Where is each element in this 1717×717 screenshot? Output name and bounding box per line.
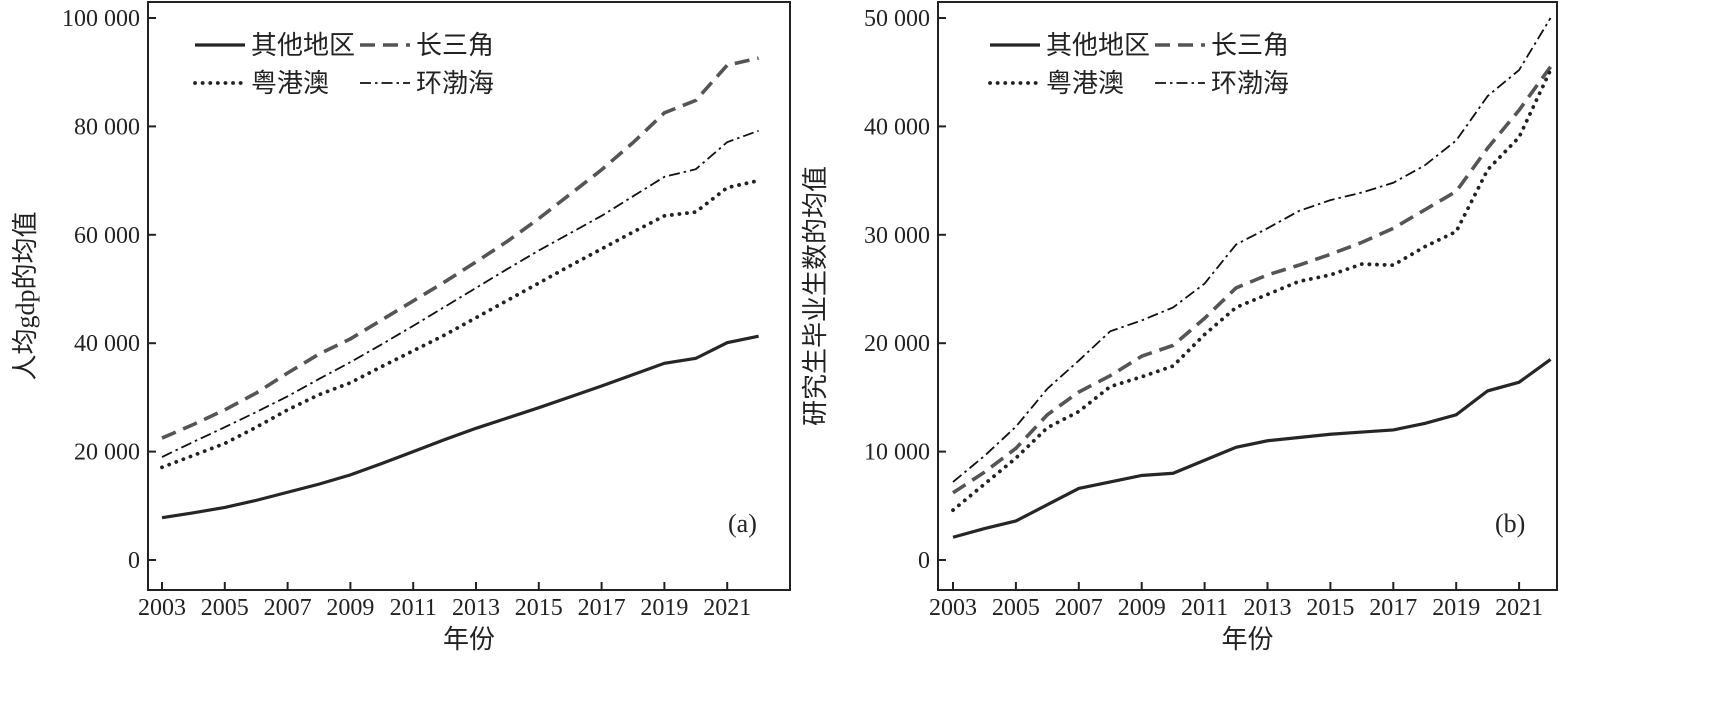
y-tick-label: 30 000 bbox=[864, 223, 930, 249]
plot-frame bbox=[147, 1, 791, 591]
x-tick-label: 2021 bbox=[1495, 595, 1543, 621]
plot-frame bbox=[937, 1, 1558, 591]
y-tick-label: 60 000 bbox=[74, 223, 140, 249]
series-line-dotted bbox=[951, 68, 1553, 513]
x-tick-label: 2003 bbox=[138, 595, 186, 621]
x-tick-label: 2009 bbox=[1118, 595, 1166, 621]
x-tick-label: 2015 bbox=[1306, 595, 1354, 621]
legend-label: 粤港澳 bbox=[1046, 69, 1124, 98]
series-line-dashdot bbox=[161, 129, 759, 458]
x-axis-label: 年份 bbox=[1221, 625, 1273, 654]
x-tick-label: 2021 bbox=[703, 595, 751, 621]
series-line-dashdot bbox=[952, 17, 1552, 483]
legend-label: 其他地区 bbox=[1046, 31, 1150, 60]
x-tick-label: 2013 bbox=[452, 595, 500, 621]
panel-label: (b) bbox=[1495, 509, 1525, 538]
x-tick-label: 2005 bbox=[992, 595, 1040, 621]
x-tick-label: 2017 bbox=[1369, 595, 1417, 621]
series-line-dashed bbox=[161, 56, 759, 440]
y-tick-label: 0 bbox=[128, 548, 140, 574]
x-tick-label: 2007 bbox=[264, 595, 312, 621]
legend-label: 环渤海 bbox=[1211, 69, 1289, 98]
x-tick-label: 2011 bbox=[1181, 595, 1228, 621]
y-tick-label: 100 000 bbox=[62, 6, 140, 32]
series-line-dotted bbox=[160, 178, 761, 470]
x-tick-label: 2003 bbox=[929, 595, 977, 621]
series-line-solid bbox=[161, 334, 759, 520]
x-tick-label: 2011 bbox=[390, 595, 437, 621]
x-axis-label: 年份 bbox=[443, 625, 495, 654]
x-tick-label: 2007 bbox=[1055, 595, 1103, 621]
chart-panel-b: 0 10 000 20 000 30 000 40 000 50 000 2003 2005 2… bbox=[801, 1, 1558, 654]
y-tick-label: 40 000 bbox=[864, 114, 930, 140]
y-tick-label: 40 000 bbox=[74, 331, 140, 357]
legend-label: 粤港澳 bbox=[251, 69, 329, 98]
panel-label: (a) bbox=[728, 509, 757, 538]
legend-label: 环渤海 bbox=[416, 69, 494, 98]
series-line-solid bbox=[952, 358, 1552, 539]
y-axis-label: 研究生毕业生数的均值 bbox=[801, 166, 830, 426]
y-axis-label: 人均gdp的均值 bbox=[11, 211, 40, 380]
y-tick-label: 20 000 bbox=[74, 440, 140, 466]
y-tick-label: 50 000 bbox=[864, 6, 930, 32]
x-tick-label: 2019 bbox=[640, 595, 688, 621]
y-tick-label: 80 000 bbox=[74, 114, 140, 140]
x-tick-label: 2005 bbox=[201, 595, 249, 621]
x-tick-label: 2009 bbox=[326, 595, 374, 621]
y-tick-label: 10 000 bbox=[864, 440, 930, 466]
chart-panel-a: 0 20 000 40 000 60 000 80 000 100 000 2003 2005… bbox=[11, 1, 791, 654]
x-tick-label: 2019 bbox=[1432, 595, 1480, 621]
legend-label: 长三角 bbox=[416, 31, 494, 60]
y-tick-label: 0 bbox=[918, 548, 930, 574]
legend-label: 长三角 bbox=[1211, 31, 1289, 60]
x-tick-label: 2015 bbox=[515, 595, 563, 621]
y-tick-label: 20 000 bbox=[864, 331, 930, 357]
x-tick-label: 2017 bbox=[578, 595, 626, 621]
legend-label: 其他地区 bbox=[251, 31, 355, 60]
x-tick-label: 2013 bbox=[1244, 595, 1292, 621]
series-line-dashed bbox=[952, 65, 1553, 495]
